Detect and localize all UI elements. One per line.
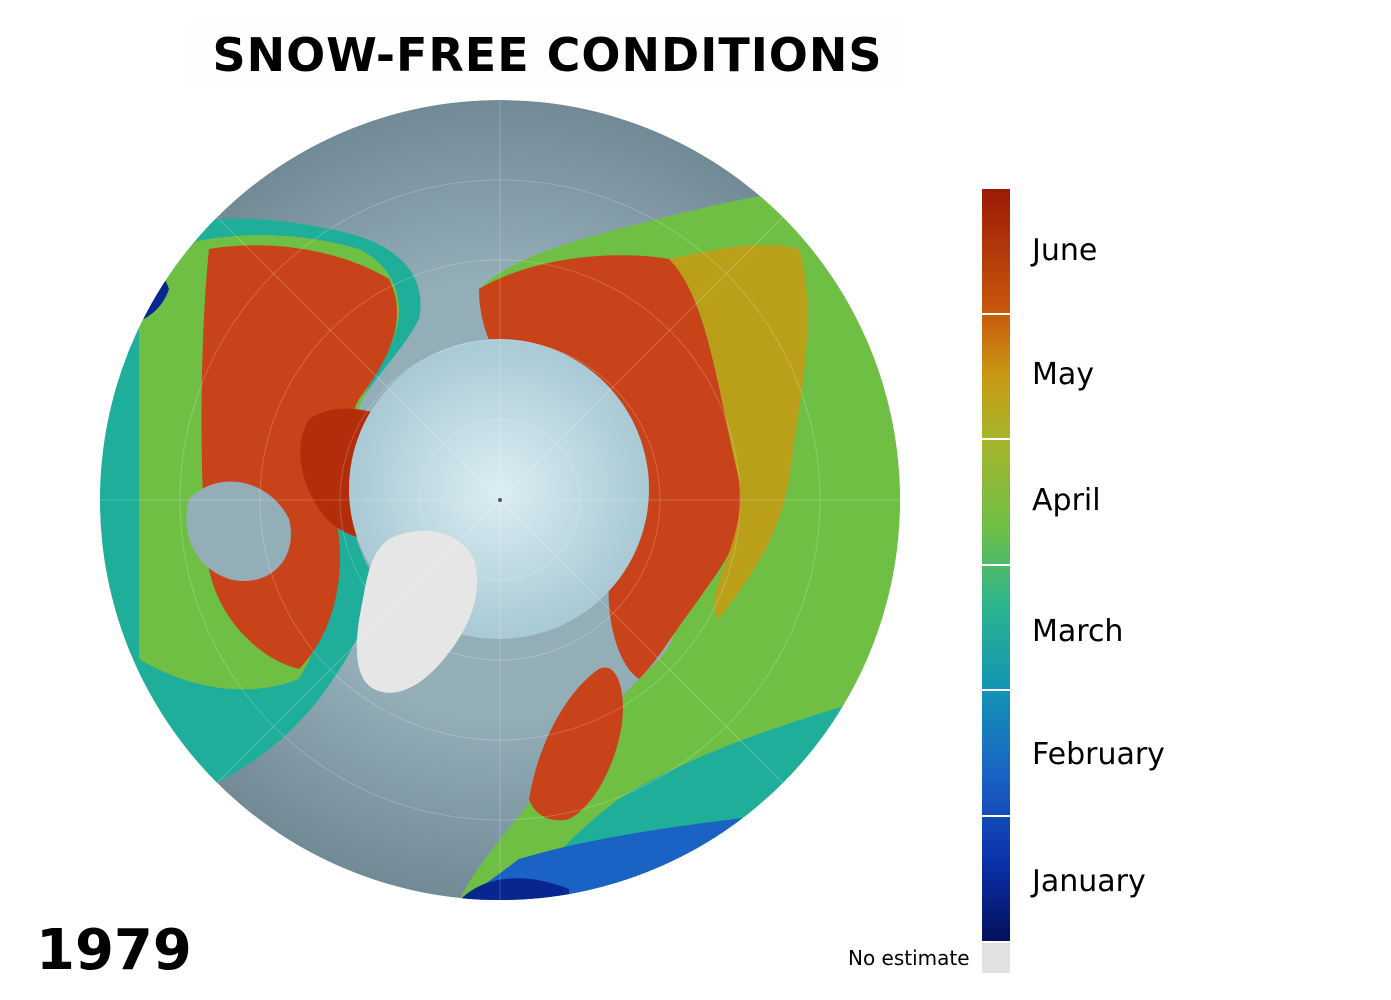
year-label: 1979 [36, 918, 192, 983]
no-estimate-swatch [982, 943, 1010, 973]
legend-label-february: February [1032, 737, 1165, 772]
scandinavia [529, 667, 623, 821]
legend-label-april: April [1032, 483, 1101, 518]
legend-label-march: March [1032, 614, 1124, 649]
legend-label-january: January [1032, 864, 1146, 899]
north-pole-marker [498, 498, 502, 502]
legend-color-bar [982, 189, 1010, 941]
map-title: SNOW-FREE CONDITIONS [190, 22, 905, 88]
legend-label-june: June [1032, 233, 1098, 268]
polar-snow-map [100, 100, 900, 900]
no-estimate-label: No estimate [848, 946, 970, 970]
hudson-bay [186, 481, 291, 581]
greenland [356, 530, 478, 693]
eurasia-may-zone [669, 244, 808, 620]
legend-label-may: May [1032, 357, 1095, 392]
